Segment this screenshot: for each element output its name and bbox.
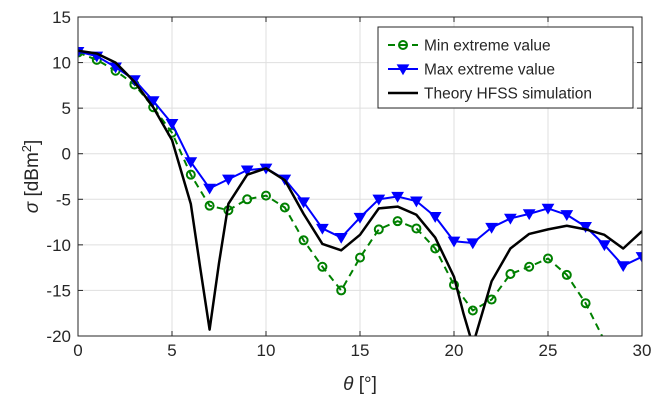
data-point-triangle xyxy=(334,232,348,244)
data-point-triangle xyxy=(447,236,461,248)
data-point-circle xyxy=(543,253,553,264)
x-tick-label: 25 xyxy=(539,341,558,360)
series xyxy=(78,49,642,336)
data-point-circle xyxy=(317,261,328,272)
data-point-triangle xyxy=(240,165,254,177)
y-tick-label: 5 xyxy=(62,99,71,118)
data-point-circle xyxy=(411,223,422,234)
data-point-triangle xyxy=(635,252,642,263)
legend-item: Min extreme value xyxy=(388,38,551,55)
x-tick-label: 15 xyxy=(351,341,370,360)
data-point-triangle xyxy=(466,238,480,250)
y-tick-label: 15 xyxy=(52,8,71,27)
data-point-circle xyxy=(336,285,347,296)
data-point-circle xyxy=(185,169,196,180)
y-tick-label: -10 xyxy=(46,236,71,255)
data-point-circle xyxy=(298,235,309,246)
data-point-triangle xyxy=(410,196,423,208)
data-point-triangle xyxy=(203,183,216,195)
data-point-triangle xyxy=(579,222,592,233)
x-tick-label: 5 xyxy=(167,341,176,360)
data-point-circle xyxy=(242,194,253,205)
x-axis-label-symbol: θ xyxy=(343,374,354,395)
data-point-triangle xyxy=(616,261,630,273)
legend-label: Max extreme value xyxy=(424,62,555,79)
ticks: 0 5 10 15 20 25 30 -20 -15 -10 -5 0 5 10 15 xyxy=(46,8,651,360)
series-group xyxy=(78,47,642,336)
y-axis-label: σ [dBm2] xyxy=(19,140,43,214)
data-point-circle xyxy=(261,190,271,201)
data-point-circle xyxy=(505,269,516,280)
data-point-circle xyxy=(398,40,408,50)
data-point-circle xyxy=(279,202,290,213)
data-point-triangle xyxy=(560,210,574,221)
series-line xyxy=(78,49,642,336)
data-point-triangle xyxy=(222,174,235,186)
x-tick-label: 30 xyxy=(633,341,652,360)
data-point-triangle xyxy=(372,194,386,206)
x-tick-label: 20 xyxy=(445,341,464,360)
data-point-triangle xyxy=(504,213,517,225)
x-tick-label: 0 xyxy=(73,341,82,360)
series-line xyxy=(78,51,604,336)
legend-item: Max extreme value xyxy=(388,62,555,79)
data-point-triangle xyxy=(598,240,611,252)
data-point-triangle xyxy=(391,191,404,203)
data-point-triangle xyxy=(184,157,198,169)
data-point-triangle xyxy=(297,197,310,209)
data-point-circle xyxy=(486,294,497,305)
data-point-circle xyxy=(355,252,365,263)
data-point-triangle xyxy=(522,209,536,221)
data-point-circle xyxy=(580,298,591,309)
data-point-triangle xyxy=(428,211,442,223)
legend: Min extreme value Max extreme value Theory… xyxy=(377,26,634,109)
data-point-triangle xyxy=(165,119,179,130)
y-tick-label: -20 xyxy=(46,327,71,346)
data-point-triangle xyxy=(396,64,410,76)
x-axis-label: θ [°] xyxy=(343,374,377,395)
data-point-circle xyxy=(204,200,215,211)
data-point-triangle xyxy=(353,212,367,224)
data-point-circle xyxy=(373,224,384,235)
legend-box xyxy=(377,26,634,109)
legend-item: Theory HFSS simulation xyxy=(388,86,592,103)
data-point-circle xyxy=(392,216,403,227)
data-point-triangle xyxy=(541,203,555,215)
y-tick-label: 0 xyxy=(62,145,71,164)
legend-label: Theory HFSS simulation xyxy=(424,86,592,103)
y-tick-label: 10 xyxy=(52,54,71,73)
x-tick-label: 10 xyxy=(257,341,276,360)
data-point-circle xyxy=(561,269,572,280)
y-axis-label-close: ] xyxy=(22,140,43,145)
legend-label: Min extreme value xyxy=(424,38,551,55)
data-point-circle xyxy=(467,305,478,316)
y-axis-label-unit: [dBm xyxy=(22,152,43,202)
legend-items: Min extreme value Max extreme value Theory… xyxy=(388,38,592,103)
y-axis-label-symbol: σ xyxy=(22,200,43,213)
y-tick-label: -5 xyxy=(56,190,71,209)
data-point-triangle xyxy=(485,222,498,234)
data-point-triangle xyxy=(316,223,329,235)
y-tick-label: -15 xyxy=(46,281,71,300)
x-axis-label-unit: [°] xyxy=(353,374,376,395)
data-point-circle xyxy=(524,261,535,272)
y-axis-label-exponent: 2 xyxy=(19,145,34,152)
